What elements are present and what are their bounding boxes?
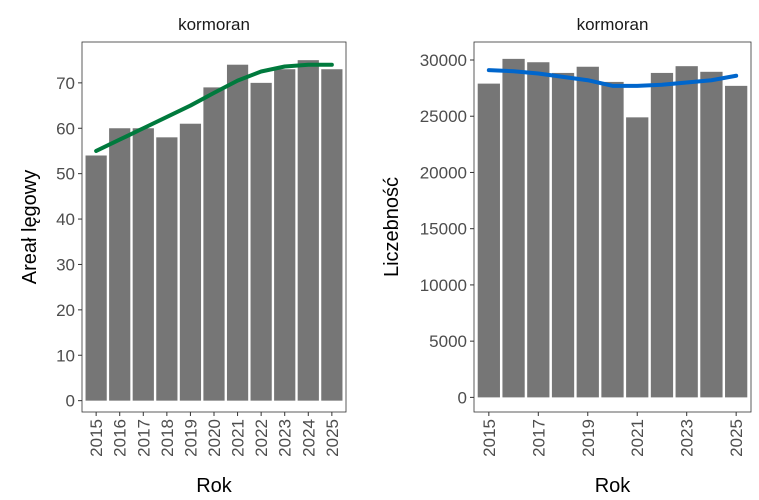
- bar-2018: [156, 137, 178, 401]
- x-tick-label: 2024: [299, 419, 318, 457]
- bar-2019: [576, 66, 599, 398]
- bar-2018: [551, 72, 575, 398]
- x-tick-label: 2025: [727, 419, 746, 457]
- y-tick-label: 60: [56, 119, 75, 138]
- bar-2017: [132, 128, 154, 401]
- y-tick-label: 0: [458, 388, 467, 407]
- y-tick-label: 15000: [420, 220, 467, 239]
- y-tick-label: 20: [56, 301, 75, 320]
- x-tick-label: 2015: [480, 419, 499, 457]
- y-tick-label: 30: [56, 255, 75, 274]
- x-tick-label: 2023: [276, 419, 295, 457]
- y-tick-label: 5000: [429, 332, 467, 351]
- bar-2025: [321, 69, 343, 401]
- bar-2024: [700, 71, 723, 398]
- panel-2: 0 5000 10000 15000 20000 25000 30000 2015 2017 20…: [381, 15, 752, 497]
- y-axis-label: Areał lęgowy: [19, 170, 41, 285]
- y-tick-label: 20000: [420, 163, 467, 182]
- bar-2020: [203, 87, 225, 401]
- bar-2022: [250, 82, 272, 401]
- x-tick-label: 2025: [323, 419, 342, 457]
- x-tick-label: 2021: [229, 419, 248, 457]
- panel-1: 0 10 20 30 40 50 60 70 2015 2016 2017 2018 2019 2020 2…: [19, 15, 347, 497]
- bar-2020: [601, 81, 624, 398]
- panel-title: kormoran: [577, 15, 649, 34]
- x-tick-label: 2017: [134, 419, 153, 457]
- bar-2025: [725, 85, 748, 398]
- x-tick-label: 2019: [181, 419, 200, 457]
- bar-2015: [85, 155, 107, 401]
- x-tick-label: 2018: [158, 419, 177, 457]
- y-tick-label: 25000: [420, 107, 467, 126]
- x-axis-label: Rok: [196, 475, 233, 497]
- trend-line: [486, 68, 739, 88]
- bar-2016: [502, 58, 525, 398]
- x-tick-label: 2019: [579, 419, 598, 457]
- y-tick-label: 10000: [420, 276, 467, 295]
- bar-2022: [650, 72, 674, 398]
- y-tick-label: 30000: [420, 51, 467, 70]
- bar-2021: [226, 64, 249, 401]
- x-tick-label: 2017: [529, 419, 548, 457]
- panel-title: kormoran: [178, 15, 250, 34]
- bar-2023: [675, 66, 698, 398]
- x-tick-label: 2023: [678, 419, 697, 457]
- bar-2015: [477, 83, 500, 398]
- trend-line: [94, 62, 334, 153]
- y-tick-label: 10: [56, 346, 75, 365]
- bar-2021: [626, 117, 649, 398]
- y-tick-label: 70: [56, 74, 75, 93]
- bar-2019: [179, 123, 202, 401]
- bar-2016: [109, 128, 131, 401]
- x-tick-label: 2022: [252, 419, 271, 457]
- y-tick-label: 40: [56, 210, 75, 229]
- x-axis-label: Rok: [595, 475, 632, 497]
- x-tick-label: 2016: [111, 419, 130, 457]
- y-tick-label: 50: [56, 165, 75, 184]
- bar-2023: [274, 69, 296, 401]
- y-tick-label: 0: [66, 392, 75, 411]
- x-tick-label: 2015: [87, 419, 106, 457]
- x-tick-label: 2021: [628, 419, 647, 457]
- x-tick-label: 2020: [205, 419, 224, 457]
- bar-2024: [297, 60, 319, 401]
- bar-2017: [527, 62, 550, 398]
- y-axis-label: Liczebność: [381, 177, 403, 277]
